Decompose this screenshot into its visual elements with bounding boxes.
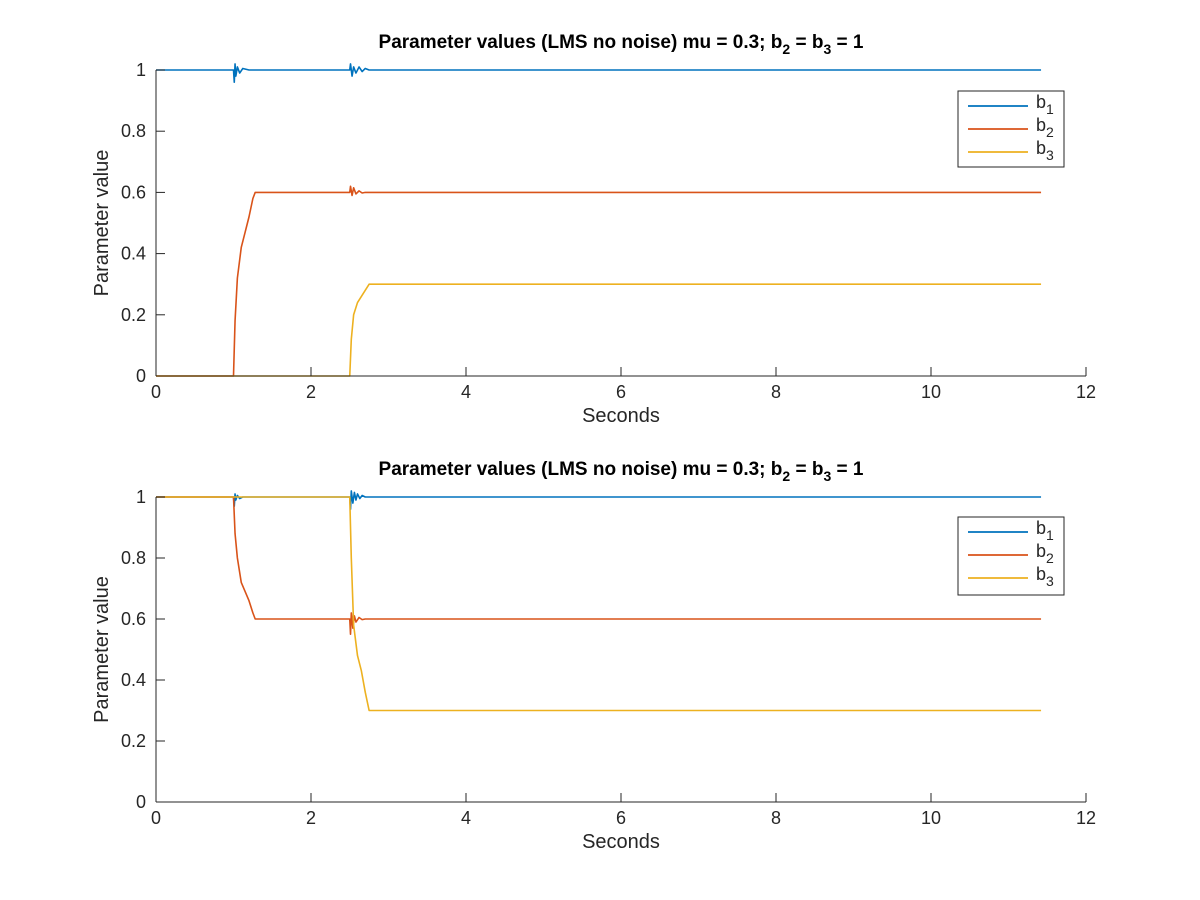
chart2-legend-box [957, 516, 1065, 596]
chart1-series-b3-line [156, 283, 1042, 377]
chart2-title: Parameter values (LMS no noise) mu = 0.3… [379, 459, 864, 484]
chart1-x-tick-label: 6 [616, 382, 626, 402]
chart2-x-tick-label: 6 [616, 808, 626, 828]
chart1-y-tick-label: 0.2 [121, 305, 146, 325]
chart2-series-b3-line [156, 496, 1042, 712]
chart1-title: Parameter values (LMS no noise) mu = 0.3… [379, 32, 864, 57]
chart2-x-tick-label: 2 [306, 808, 316, 828]
chart1-x-tick-label: 2 [306, 382, 316, 402]
chart2-y-tick-label: 0 [136, 792, 146, 812]
chart2: 0 2 4 6 8 10 12 0 0.2 0.4 0.6 0.8 1 Seconds Parameter … [91, 459, 1096, 853]
chart1-y-tick-label: 0 [136, 366, 146, 386]
chart2-y-tick-label: 0.6 [121, 609, 146, 629]
chart1-y-tick-label: 0.8 [121, 121, 146, 141]
chart1-x-tick-label: 10 [921, 382, 941, 402]
chart2-y-tick-label: 1 [136, 487, 146, 507]
chart1-series-b1-line [156, 63, 1042, 84]
chart2-y-axis-label: Parameter value [91, 576, 113, 723]
chart2-x-tick-label: 0 [151, 808, 161, 828]
chart2-y-tick-label: 0.8 [121, 548, 146, 568]
chart2-x-tick-label: 10 [921, 808, 941, 828]
chart1-legend-label-b2: b2 [1036, 115, 1054, 140]
chart1-x-tick-label: 4 [461, 382, 471, 402]
chart2-legend-label-b2: b2 [1036, 541, 1054, 566]
chart2-y-tick-label: 0.4 [121, 670, 146, 690]
chart1-legend-label-b1: b1 [1036, 92, 1054, 117]
chart1-x-tick-label: 12 [1076, 382, 1096, 402]
chart1-y-axis-label: Parameter value [91, 150, 113, 297]
chart2-x-axis-label: Seconds [582, 831, 660, 853]
chart1-y-tick-label: 1 [136, 60, 146, 80]
chart2-legend-label-b1: b1 [1036, 518, 1054, 543]
chart2-y-tick-label: 0.2 [121, 731, 146, 751]
chart2-legend-label-b3: b3 [1036, 564, 1054, 589]
chart1-x-axis-label: Seconds [582, 405, 660, 427]
chart2-x-tick-label: 12 [1076, 808, 1096, 828]
chart1: 0 2 4 6 8 10 12 0 0.2 0.4 0.6 0.8 1 Seconds Parameter … [91, 32, 1096, 427]
chart2-series-b2-line [156, 496, 1042, 636]
chart1-y-tick-label: 0.6 [121, 182, 146, 202]
chart1-series-b2-line [156, 185, 1042, 377]
chart2-x-tick-label: 8 [771, 808, 781, 828]
chart1-x-tick-label: 8 [771, 382, 781, 402]
chart1-legend-label-b3: b3 [1036, 138, 1054, 163]
chart2-x-tick-label: 4 [461, 808, 471, 828]
chart1-y-tick-label: 0.4 [121, 244, 146, 264]
chart1-x-tick-label: 0 [151, 382, 161, 402]
